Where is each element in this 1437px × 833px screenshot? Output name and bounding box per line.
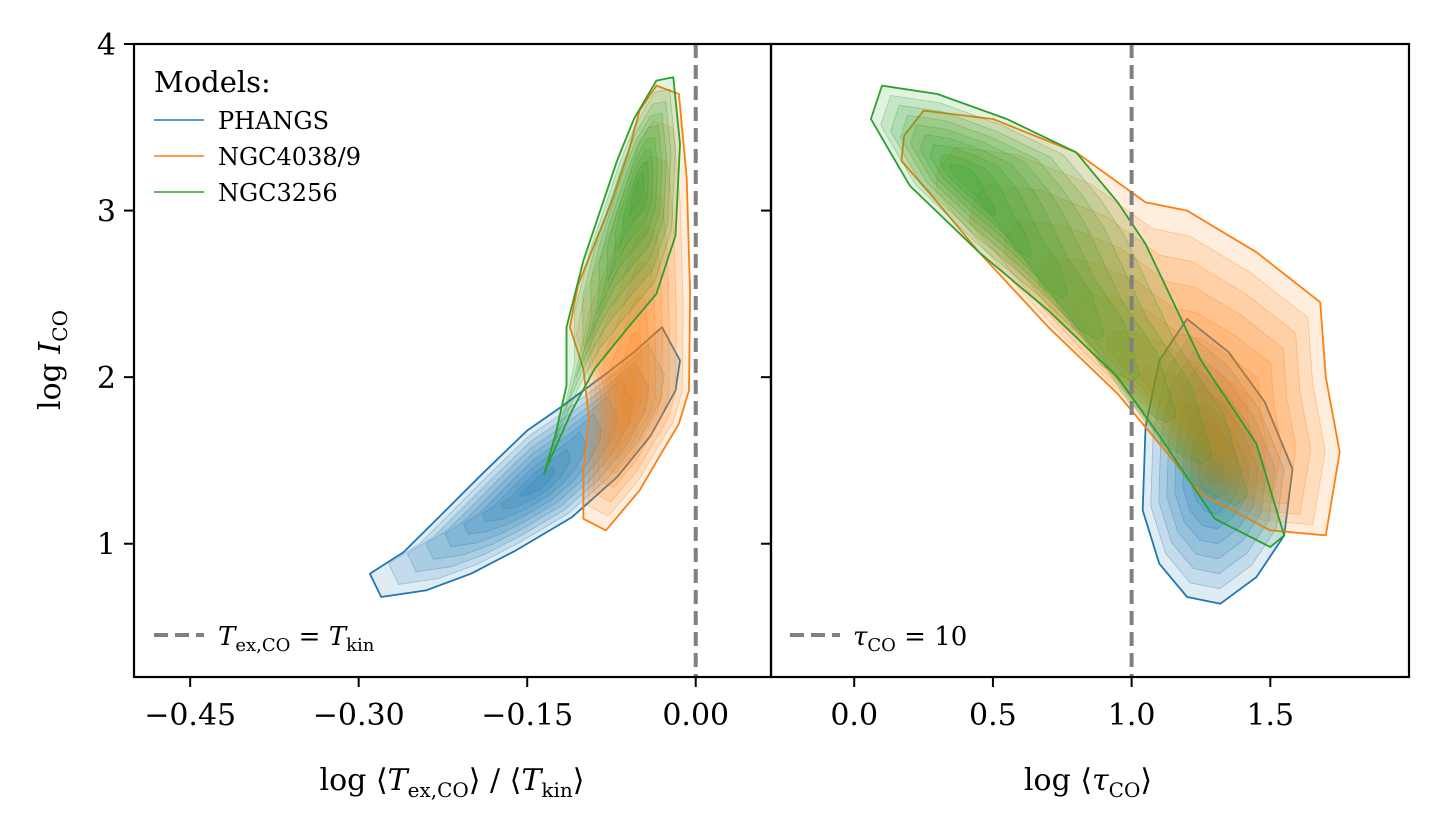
right-density-ngc4038-9-level-5	[1072, 293, 1268, 484]
left-density-phangs-level-8	[519, 465, 555, 497]
left-density-ngc3256-level-1	[554, 88, 676, 443]
right-density-phangs-level-1	[1150, 335, 1285, 590]
right-density-ngc3256-level-5	[919, 134, 1105, 341]
right-density-ngc3256-level-6	[929, 144, 1069, 299]
right-density-ngc3256-level-8	[949, 163, 997, 216]
left-outline-phangs	[368, 326, 681, 598]
y-tick-label: 3	[97, 195, 116, 230]
right-density-ngc3256-level-4	[909, 124, 1141, 382]
right-reference-legend: τCO = 10	[790, 622, 967, 656]
right-density-ngc4038-9-level-3	[1003, 220, 1297, 505]
left-density-ngc4038-9-level-0	[569, 85, 691, 531]
right-density-ngc3256-level-0	[870, 85, 1285, 548]
right-x-tick-label: 1.0	[1108, 698, 1156, 733]
left-x-tick-label: −0.30	[313, 698, 405, 733]
left-density-phangs-level-6	[481, 431, 586, 522]
left-panel-density-fills	[368, 76, 691, 598]
y-tick-label: 1	[97, 528, 116, 563]
left-density-ngc4038-9-level-2	[582, 155, 677, 503]
right-density-ngc3256-level-1	[880, 95, 1249, 507]
left-density-phangs-level-0	[369, 327, 680, 597]
right-density-ngc3256-level-3	[900, 114, 1177, 424]
right-axes-frame	[769, 42, 1411, 679]
left-density-ngc3256-level-2	[564, 101, 672, 411]
right-density-ngc4038-9-level-7	[1140, 366, 1239, 463]
right-density-ngc4038-9-level-4	[1037, 256, 1283, 494]
right-outline-ngc3256	[870, 84, 1286, 548]
left-density-phangs-level-7	[500, 448, 571, 510]
legend-title: Models:	[154, 65, 271, 99]
right-density-phangs-level-6	[1190, 418, 1242, 515]
left-outline-ngc4038-9	[569, 84, 691, 532]
left-reference-legend: Tex,CO = Tkin	[154, 622, 375, 656]
left-outline-ngc3256	[543, 76, 681, 475]
left-density-ngc3256-level-4	[586, 125, 663, 347]
legend: Models: PHANGS NGC4038/9 NGC3256	[154, 65, 361, 207]
left-density-ngc4038-9-level-7	[614, 331, 643, 432]
left-density-ngc3256-level-5	[596, 137, 658, 315]
right-density-phangs-level-7	[1198, 435, 1233, 500]
left-x-axis-label: log ⟨Tex,CO⟩ / ⟨Tkin⟩	[319, 763, 584, 802]
left-density-ngc4038-9-level-8	[621, 366, 636, 417]
right-density-ngc3256-level-2	[890, 104, 1213, 465]
y-tick-label: 2	[97, 361, 116, 396]
right-panel-density-fills	[870, 84, 1341, 605]
left-density-phangs-level-4	[444, 396, 618, 548]
left-density-ngc4038-9-level-4	[595, 225, 663, 474]
left-density-ngc3256-level-8	[628, 173, 645, 219]
left-density-ngc3256-level-7	[617, 161, 649, 251]
left-density-ngc4038-9-level-6	[608, 296, 650, 446]
right-x-tick-label: 0.0	[830, 698, 878, 733]
right-density-phangs-level-4	[1174, 385, 1259, 545]
right-density-phangs-level-8	[1206, 451, 1224, 485]
y-tick-label: 4	[97, 28, 116, 63]
right-reference-legend-label: τCO = 10	[853, 622, 967, 656]
right-x-tick-label: 1.5	[1246, 698, 1294, 733]
axis-ticks: −0.45 −0.30 −0.15 0.00 0.0 0.5 1.0 1.5 1 2 3 4	[97, 28, 1294, 733]
legend-entry-ngc4038: NGC4038/9	[218, 143, 361, 171]
y-axis-label: log ICO	[33, 310, 72, 410]
legend-entry-phangs: PHANGS	[218, 107, 329, 135]
left-x-tick-label: −0.15	[481, 698, 573, 733]
right-density-phangs-level-3	[1166, 368, 1267, 560]
left-density-ngc3256-level-6	[607, 149, 654, 283]
right-outline-ngc4038-9	[900, 109, 1341, 537]
right-density-ngc4038-9-level-8	[1174, 403, 1225, 452]
left-density-phangs-level-1	[388, 344, 665, 585]
right-density-ngc3256-level-7	[939, 153, 1033, 258]
left-x-tick-label: −0.45	[144, 698, 236, 733]
right-x-axis-label: log ⟨τCO⟩	[1024, 763, 1152, 802]
left-density-phangs-level-3	[425, 378, 634, 560]
left-reference-legend-label: Tex,CO = Tkin	[218, 622, 375, 656]
left-density-ngc4038-9-level-1	[576, 120, 684, 517]
left-density-ngc3256-level-3	[575, 113, 667, 379]
right-density-ngc4038-9-level-6	[1106, 330, 1254, 473]
right-density-ngc4038-9-level-0	[901, 110, 1340, 536]
left-density-ngc3256-level-0	[544, 77, 680, 474]
left-density-phangs-level-5	[463, 413, 602, 535]
left-density-ngc4038-9-level-3	[589, 190, 670, 489]
legend-entry-ngc3256: NGC3256	[218, 179, 338, 207]
right-density-ngc4038-9-level-1	[935, 146, 1326, 526]
right-x-tick-label: 0.5	[969, 698, 1017, 733]
left-x-tick-label: 0.00	[662, 698, 729, 733]
